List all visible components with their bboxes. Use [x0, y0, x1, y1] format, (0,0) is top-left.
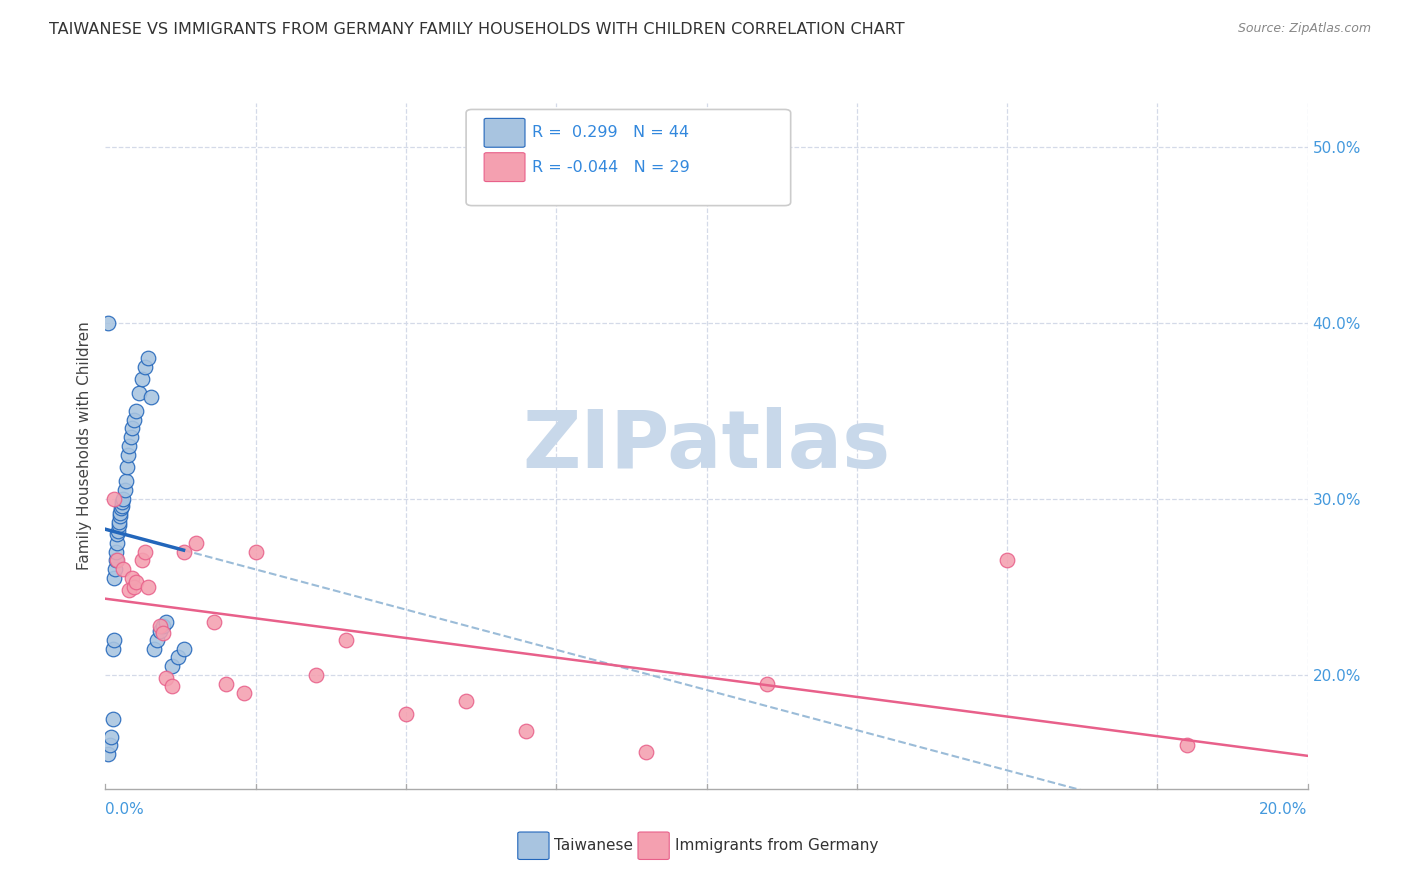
Point [155, 672, 177, 686]
Point [107, 524, 129, 538]
Point [121, 571, 143, 585]
Point [148, 618, 170, 632]
Point [166, 650, 188, 665]
Point [131, 553, 153, 567]
Text: ZIPatlas: ZIPatlas [523, 407, 890, 485]
Point [111, 495, 134, 509]
Point [107, 527, 129, 541]
Point [184, 536, 207, 550]
Point [110, 506, 132, 520]
Point [124, 574, 146, 589]
Point [112, 491, 135, 506]
Point [124, 412, 146, 426]
Point [115, 460, 138, 475]
Text: TAIWANESE VS IMMIGRANTS FROM GERMANY FAMILY HOUSEHOLDS WITH CHILDREN CORRELATION: TAIWANESE VS IMMIGRANTS FROM GERMANY FAM… [49, 22, 905, 37]
Point [101, 712, 124, 726]
Point [104, 562, 127, 576]
Point [97, 747, 120, 762]
Point [142, 641, 165, 656]
Point [245, 544, 267, 558]
Point [160, 679, 183, 693]
Point [148, 624, 170, 638]
Point [152, 618, 174, 632]
Text: Immigrants from Germany: Immigrants from Germany [675, 838, 879, 853]
FancyBboxPatch shape [484, 119, 524, 147]
Point [118, 439, 141, 453]
Point [173, 641, 195, 656]
FancyBboxPatch shape [465, 110, 790, 206]
Point [104, 553, 127, 567]
Point [111, 499, 134, 513]
Y-axis label: Family Households with Children: Family Households with Children [76, 322, 91, 570]
Point [134, 359, 156, 374]
Point [139, 390, 162, 404]
Text: 20.0%: 20.0% [1260, 802, 1308, 816]
Point [335, 632, 357, 647]
Point [117, 448, 139, 462]
Point [636, 746, 658, 760]
Point [995, 553, 1018, 567]
Point [121, 421, 143, 435]
Point [107, 553, 129, 567]
Point [136, 351, 159, 365]
Text: R =  0.299   N = 44: R = 0.299 N = 44 [533, 125, 689, 140]
Point [103, 571, 125, 585]
Text: Source: ZipAtlas.com: Source: ZipAtlas.com [1237, 22, 1371, 36]
Point [232, 685, 254, 699]
Text: R = -0.044   N = 29: R = -0.044 N = 29 [533, 160, 690, 175]
Point [128, 386, 150, 401]
Point [124, 580, 146, 594]
Point [136, 580, 159, 594]
Point [454, 694, 477, 708]
Point [160, 659, 183, 673]
Point [755, 677, 778, 691]
Point [131, 372, 153, 386]
Point [115, 474, 138, 488]
FancyBboxPatch shape [517, 832, 548, 860]
Point [124, 404, 146, 418]
Point [103, 641, 125, 656]
FancyBboxPatch shape [484, 153, 524, 182]
Point [114, 483, 136, 497]
Text: 0.0%: 0.0% [105, 802, 145, 816]
Point [118, 583, 141, 598]
Point [145, 632, 167, 647]
Point [395, 706, 418, 721]
Point [105, 544, 128, 558]
Point [305, 668, 328, 682]
Point [120, 430, 142, 444]
Point [515, 724, 537, 739]
Point [107, 518, 129, 533]
Point [202, 615, 225, 629]
Point [112, 562, 135, 576]
Point [97, 316, 120, 330]
Point [103, 491, 125, 506]
Point [110, 500, 132, 515]
Text: Taiwanese: Taiwanese [554, 838, 633, 853]
Point [152, 625, 174, 640]
Point [105, 536, 128, 550]
Point [134, 544, 156, 558]
Point [1175, 739, 1198, 753]
Point [108, 515, 131, 529]
Point [98, 739, 121, 753]
Point [108, 509, 131, 524]
Point [103, 632, 125, 647]
Point [155, 615, 177, 629]
Point [214, 677, 236, 691]
Point [173, 544, 195, 558]
FancyBboxPatch shape [638, 832, 669, 860]
Point [100, 730, 122, 744]
